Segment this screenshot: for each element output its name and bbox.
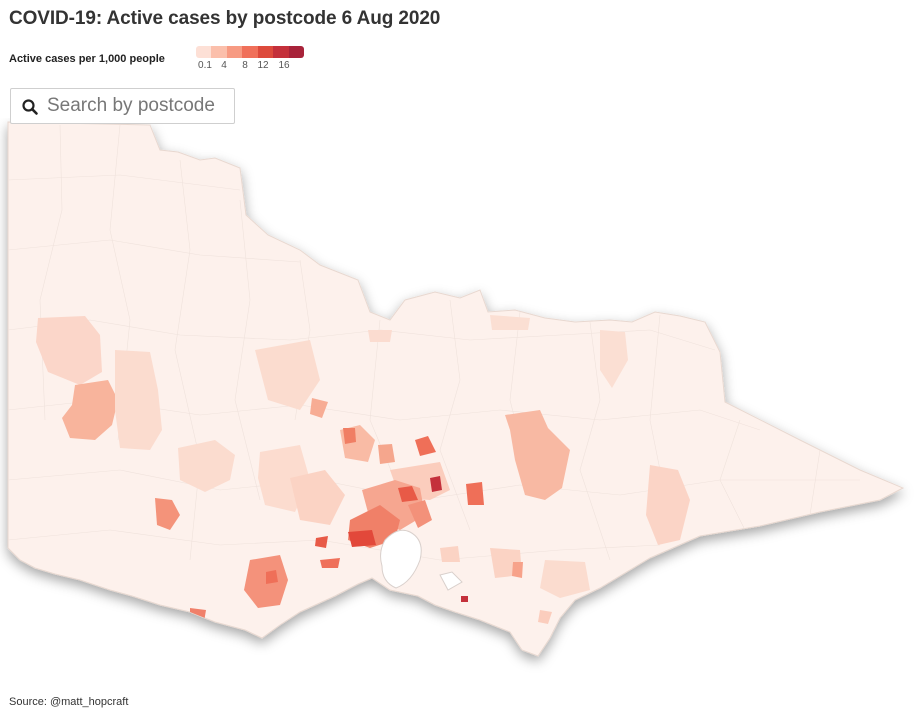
postcode-region[interactable] <box>290 470 345 525</box>
postcode-region[interactable] <box>255 340 320 410</box>
search-input[interactable] <box>47 92 227 120</box>
legend-label: Active cases per 1,000 people <box>9 53 165 65</box>
postcode-region[interactable] <box>646 465 690 545</box>
postcode-region[interactable] <box>408 500 432 528</box>
port-phillip-bay <box>380 529 422 589</box>
legend-swatch <box>273 46 289 58</box>
postcode-region[interactable] <box>368 330 392 342</box>
postcode-region[interactable] <box>512 562 523 578</box>
postcode-region[interactable] <box>348 530 376 547</box>
postcode-region[interactable] <box>155 498 180 530</box>
page-title: COVID-19: Active cases by postcode 6 Aug… <box>9 8 441 29</box>
postcode-case-regions[interactable] <box>36 315 690 624</box>
legend-tick: 8 <box>242 60 248 71</box>
postcode-region[interactable] <box>320 558 340 568</box>
legend-swatch <box>196 46 212 58</box>
postcode-region[interactable] <box>178 440 235 492</box>
postcode-region[interactable] <box>461 596 468 602</box>
legend-swatch <box>226 46 243 58</box>
postcode-region[interactable] <box>415 436 436 456</box>
source-credit: Source: @matt_hopcraft <box>9 696 129 708</box>
legend-tick: 12 <box>257 60 269 71</box>
postcode-search[interactable] <box>10 88 235 124</box>
postcode-region[interactable] <box>440 546 460 562</box>
legend-swatch <box>242 46 258 58</box>
postcode-region[interactable] <box>538 610 552 624</box>
legend: Active cases per 1,000 people 0.1 4 8 12… <box>9 44 309 74</box>
postcode-region[interactable] <box>190 608 206 622</box>
victoria-postcode-map[interactable] <box>0 118 923 693</box>
postcode-region[interactable] <box>540 560 590 598</box>
western-port <box>439 571 463 591</box>
legend-swatch <box>257 46 274 58</box>
postcode-region[interactable] <box>343 428 356 444</box>
legend-tick: 16 <box>278 60 290 71</box>
legend-swatch <box>211 46 227 58</box>
postcode-region[interactable] <box>115 350 162 450</box>
legend-swatch <box>288 46 304 58</box>
postcode-region[interactable] <box>36 316 102 385</box>
postcode-region[interactable] <box>266 570 278 584</box>
postcode-region[interactable] <box>490 315 530 330</box>
postcode-region[interactable] <box>430 476 442 492</box>
legend-tick: 4 <box>221 60 227 71</box>
postcode-region[interactable] <box>62 380 118 440</box>
postcode-region[interactable] <box>310 398 328 418</box>
search-icon <box>21 98 39 116</box>
postcode-regions[interactable] <box>8 124 860 624</box>
postcode-region[interactable] <box>600 330 628 388</box>
postcode-region[interactable] <box>505 410 570 500</box>
legend-tick: 0.1 <box>198 60 212 71</box>
postcode-region[interactable] <box>466 482 484 505</box>
postcode-region[interactable] <box>315 536 328 548</box>
postcode-region[interactable] <box>398 486 418 502</box>
postcode-region[interactable] <box>378 444 395 464</box>
legend-color-scale <box>196 46 304 58</box>
